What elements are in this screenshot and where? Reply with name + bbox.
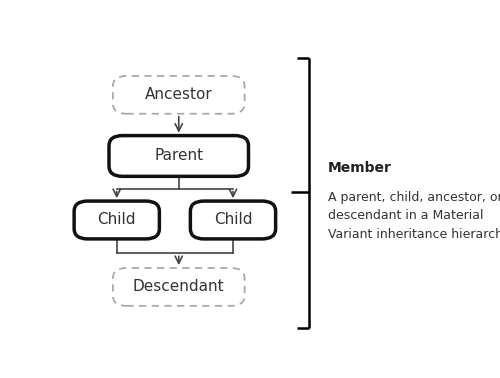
Text: Ancestor: Ancestor [145, 87, 212, 102]
Text: Parent: Parent [154, 149, 204, 163]
FancyBboxPatch shape [74, 201, 160, 239]
Text: Member: Member [328, 161, 392, 175]
Text: A parent, child, ancestor, or
descendant in a Material
Variant inheritance hiera: A parent, child, ancestor, or descendant… [328, 191, 500, 241]
FancyBboxPatch shape [190, 201, 276, 239]
FancyBboxPatch shape [113, 76, 244, 114]
Text: Child: Child [214, 212, 252, 228]
FancyBboxPatch shape [113, 268, 244, 306]
Text: Descendant: Descendant [133, 279, 224, 294]
FancyBboxPatch shape [109, 136, 248, 176]
Text: Child: Child [98, 212, 136, 228]
